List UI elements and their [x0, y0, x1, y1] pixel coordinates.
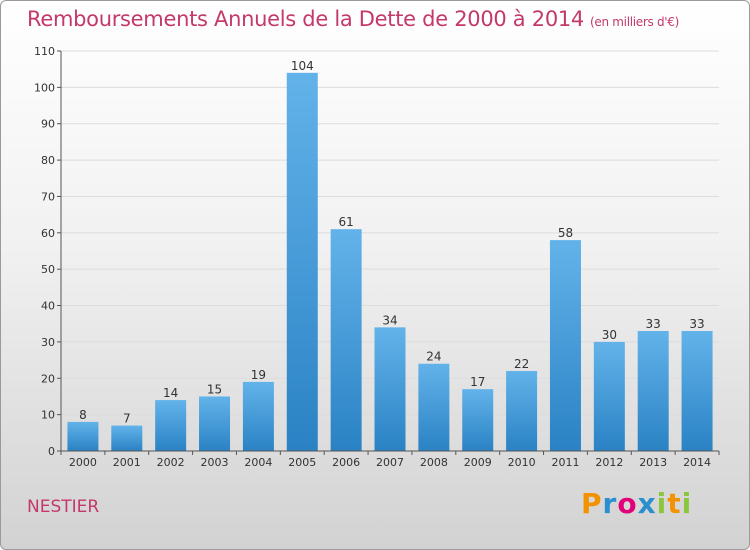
- x-tick-label: 2008: [420, 456, 448, 469]
- x-tick-label: 2013: [639, 456, 667, 469]
- logo-letter: P: [581, 487, 603, 520]
- logo-letter: i: [656, 487, 668, 520]
- bar: [462, 389, 494, 451]
- bar: [155, 400, 187, 451]
- data-label: 61: [338, 215, 353, 229]
- y-tick-label: 60: [41, 227, 55, 240]
- x-tick-label: 2004: [244, 456, 272, 469]
- data-label: 58: [558, 226, 573, 240]
- x-tick-label: 2006: [332, 456, 360, 469]
- logo-letter: i: [681, 487, 693, 520]
- data-label: 33: [646, 317, 661, 331]
- chart-title-text: Remboursements Annuels de la Dette de 20…: [27, 7, 584, 31]
- data-label: 22: [514, 357, 529, 371]
- data-label: 17: [470, 375, 485, 389]
- y-tick-label: 50: [41, 263, 55, 276]
- y-tick-label: 40: [41, 300, 55, 313]
- y-tick-label: 20: [41, 372, 55, 385]
- data-label: 15: [207, 382, 222, 396]
- data-label: 104: [291, 59, 314, 73]
- bar: [418, 363, 450, 451]
- bar: [637, 331, 669, 451]
- bar: [593, 341, 625, 451]
- x-tick-label: 2001: [113, 456, 141, 469]
- data-label: 8: [79, 408, 87, 422]
- logo-letter: r: [602, 487, 618, 520]
- x-tick-label: 2014: [683, 456, 711, 469]
- chart-unit: (en milliers d'€): [590, 15, 680, 29]
- bar: [549, 240, 581, 451]
- data-label: 24: [426, 350, 441, 364]
- logo-letter: x: [637, 487, 657, 520]
- x-axis-ticks: 2000 2001 2002 2003 2004 2005 2006 2007 2008 2009…: [60, 451, 720, 469]
- y-tick-label: 70: [41, 190, 55, 203]
- x-tick-label: 2005: [288, 456, 316, 469]
- y-tick-label: 10: [41, 409, 55, 422]
- y-tick-label: 110: [34, 45, 55, 58]
- bar: [67, 421, 99, 451]
- y-axis-ticks: 0 10 20 30 40 50 60 70 80 90 100 110: [34, 45, 61, 458]
- bar: [374, 327, 406, 451]
- y-tick-label: 0: [48, 445, 55, 458]
- x-tick-label: 2000: [69, 456, 97, 469]
- y-tick-label: 80: [41, 154, 55, 167]
- data-label: 33: [689, 317, 704, 331]
- x-tick-label: 2002: [157, 456, 185, 469]
- logo-letter: o: [617, 487, 638, 520]
- y-tick-label: 90: [41, 118, 55, 131]
- bar: [199, 396, 231, 451]
- bar: [330, 229, 362, 451]
- x-tick-label: 2007: [376, 456, 404, 469]
- chart-title: Remboursements Annuels de la Dette de 20…: [27, 7, 679, 31]
- bar: [286, 72, 318, 452]
- data-label: 19: [251, 368, 266, 382]
- data-label: 7: [123, 412, 131, 426]
- y-tick-label: 100: [34, 81, 55, 94]
- logo-letter: t: [667, 487, 682, 520]
- bar: [111, 425, 143, 451]
- x-tick-label: 2010: [508, 456, 536, 469]
- commune-name: NESTIER: [27, 497, 100, 517]
- bar: [242, 381, 274, 451]
- data-label: 34: [382, 313, 397, 327]
- x-tick-label: 2011: [551, 456, 579, 469]
- bars: 8 7 14 15 19 104 61 34 24 17 22 58 30 33 33: [67, 59, 713, 452]
- x-tick-label: 2009: [464, 456, 492, 469]
- bar: [506, 371, 538, 451]
- bar: [681, 331, 713, 451]
- proxiti-logo: Proxiti: [581, 487, 692, 520]
- data-label: 30: [602, 328, 617, 342]
- data-label: 14: [163, 386, 178, 400]
- x-tick-label: 2012: [595, 456, 623, 469]
- y-tick-label: 30: [41, 336, 55, 349]
- x-tick-label: 2003: [201, 456, 229, 469]
